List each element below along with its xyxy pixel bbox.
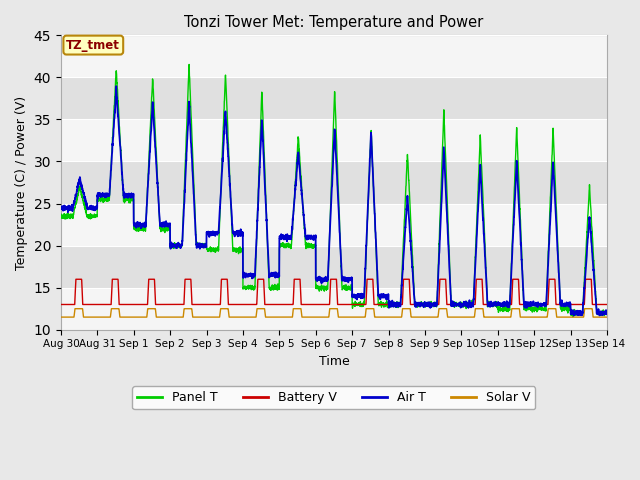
Solar V [71,306,79,312]
Legend: Panel T, Battery V, Air T, Solar V: Panel T, Battery V, Air T, Solar V [132,386,535,409]
Solar V [210,314,218,320]
Air T [552,202,559,207]
Battery V [552,284,559,289]
Bar [61,120,607,161]
Air T [113,84,120,89]
Solar V [174,314,182,320]
Title: Tonzi Tower Met: Temperature and Power: Tonzi Tower Met: Temperature and Power [184,15,484,30]
Panel T [387,302,395,308]
Air T [603,310,611,316]
Air T [397,296,404,301]
Bar [61,288,607,330]
Line: Solar V: Solar V [61,309,607,317]
Solar V [387,314,395,320]
Line: Panel T: Panel T [61,64,607,317]
Panel T [185,61,193,67]
Bar [61,161,607,204]
Panel T [397,296,404,301]
Line: Air T: Air T [61,86,607,315]
Air T [570,312,578,318]
Y-axis label: Temperature (C) / Power (V): Temperature (C) / Power (V) [15,96,28,270]
Panel T [210,248,218,253]
Text: TZ_tmet: TZ_tmet [67,38,120,51]
Solar V [552,306,559,312]
Panel T [57,211,65,217]
Panel T [569,314,577,320]
Panel T [603,310,611,315]
Air T [387,302,395,308]
Bar [61,204,607,246]
Solar V [603,314,611,320]
Bar [61,36,607,77]
Panel T [174,243,182,249]
Line: Battery V: Battery V [61,279,607,304]
Battery V [57,301,65,307]
Battery V [210,301,218,307]
Air T [174,242,182,248]
Solar V [603,314,611,320]
Solar V [397,314,404,320]
Air T [603,309,611,314]
Bar [61,246,607,288]
Battery V [603,301,611,307]
Battery V [72,276,80,282]
Battery V [603,301,611,307]
Battery V [174,301,182,307]
Battery V [397,301,404,307]
Solar V [57,314,65,320]
Battery V [387,301,395,307]
X-axis label: Time: Time [319,355,349,368]
Panel T [552,177,559,182]
Air T [210,232,218,238]
Panel T [603,309,611,314]
Air T [57,204,65,210]
Bar [61,77,607,120]
